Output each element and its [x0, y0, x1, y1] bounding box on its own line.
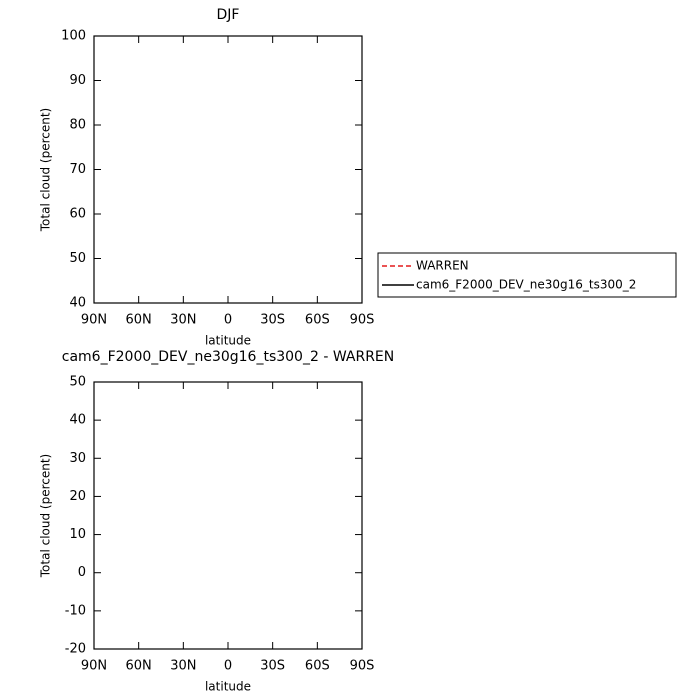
x-tick-label: 90N	[81, 659, 107, 674]
y-tick-label: 40	[69, 413, 86, 428]
x-tick-label: 90S	[350, 313, 375, 328]
plot-frame	[93, 35, 363, 304]
y-tick-label: 40	[69, 296, 86, 311]
x-tick-label: 0	[224, 659, 232, 674]
legend-label: cam6_F2000_DEV_ne30g16_ts300_2	[416, 278, 636, 292]
x-tick-label: 60N	[126, 659, 152, 674]
x-tick-label: 90S	[350, 659, 375, 674]
x-tick-label: 90N	[81, 313, 107, 328]
legend-label: WARREN	[416, 259, 469, 273]
x-tick-label: 60S	[305, 313, 330, 328]
x-tick-label: 30S	[260, 659, 285, 674]
y-tick-label: 20	[69, 489, 86, 504]
x-tick-label: 60S	[305, 659, 330, 674]
x-tick-label: 30S	[260, 313, 285, 328]
chart-title: cam6_F2000_DEV_ne30g16_ts300_2 - WARREN	[62, 349, 395, 365]
y-tick-label: 0	[78, 565, 86, 580]
plot-frame	[93, 381, 363, 650]
y-tick-label: -20	[65, 642, 86, 657]
y-axis-label: Total cloud (percent)	[39, 108, 53, 232]
y-tick-label: 10	[69, 527, 86, 542]
y-tick-label: 90	[69, 73, 86, 88]
y-axis-label: Total cloud (percent)	[39, 454, 53, 578]
x-tick-label: 60N	[126, 313, 152, 328]
y-tick-label: 60	[69, 207, 86, 222]
x-tick-label: 0	[224, 313, 232, 328]
x-tick-label: 30N	[170, 313, 196, 328]
legend-box	[377, 252, 677, 298]
y-tick-label: 80	[69, 118, 86, 133]
x-tick-label: 30N	[170, 659, 196, 674]
x-axis-label: latitude	[205, 680, 251, 694]
y-tick-label: 50	[69, 251, 86, 266]
legend: WARREN cam6_F2000_DEV_ne30g16_ts300_2	[377, 252, 677, 298]
chart-title: DJF	[217, 7, 240, 23]
y-tick-label: -10	[65, 603, 86, 618]
y-tick-label: 70	[69, 162, 86, 177]
x-axis-label: latitude	[205, 334, 251, 348]
y-tick-label: 50	[69, 375, 86, 390]
y-tick-label: 30	[69, 451, 86, 466]
y-tick-label: 100	[61, 29, 86, 44]
